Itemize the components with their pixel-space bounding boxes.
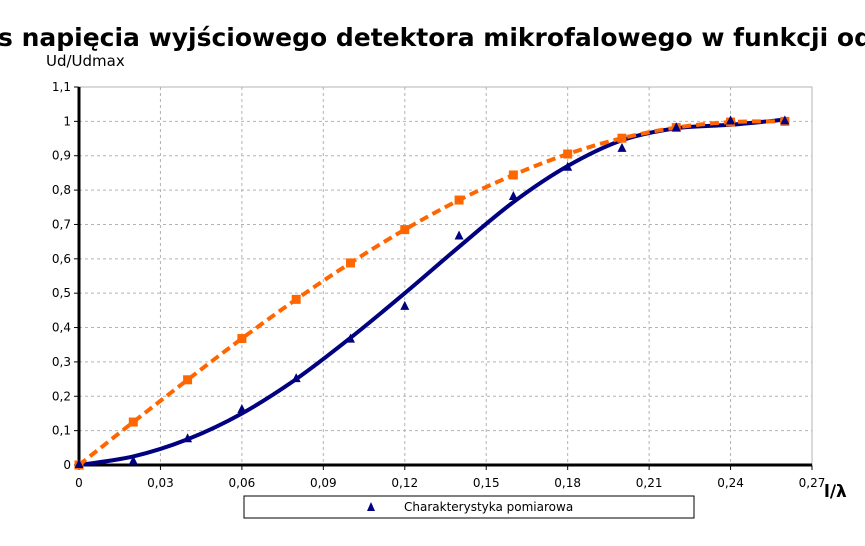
y-tick-label: 0,3 <box>52 355 71 369</box>
square-data-point <box>183 375 193 385</box>
triangle-data-point <box>563 161 573 171</box>
triangle-data-point <box>345 333 355 343</box>
square-data-point <box>128 417 138 427</box>
y-tick-label: 0,7 <box>52 217 71 231</box>
square-data-point <box>508 170 518 180</box>
triangle-data-point <box>726 115 736 125</box>
square-data-point <box>454 195 464 205</box>
x-tick-label: 0,12 <box>391 476 418 490</box>
square-data-point <box>291 294 301 304</box>
triangle-data-point <box>74 459 84 468</box>
x-tick-label: 0,03 <box>147 476 174 490</box>
triangle-data-point <box>508 190 518 200</box>
x-tick-labels: 0 0,03 0,06 0,09 0,12 0,15 0,18 0,21 0,24 0,27 <box>75 476 825 490</box>
legend-label: Charakterystyka pomiarowa <box>404 500 573 514</box>
y-tick-label: 0 <box>63 458 71 472</box>
square-data-point <box>400 225 410 235</box>
square-data-point <box>345 258 355 268</box>
x-tick-label: 0,18 <box>554 476 581 490</box>
y-tick-label: 0,4 <box>52 321 71 335</box>
legend: Charakterystyka pomiarowa <box>243 495 695 519</box>
triangle-data-point <box>128 455 138 465</box>
square-data-point <box>563 149 573 159</box>
x-axis-label: l/λ <box>824 482 847 502</box>
x-tick-label: 0,24 <box>717 476 744 490</box>
y-tick-label: 0,5 <box>52 286 71 300</box>
x-tick-label: 0,15 <box>473 476 500 490</box>
triangle-data-point <box>617 142 627 152</box>
theoretical-curve-line <box>77 119 785 467</box>
x-tick-label: 0,21 <box>636 476 663 490</box>
x-tick-label: 0,09 <box>310 476 337 490</box>
triangle-data-point <box>183 433 193 443</box>
square-data-point <box>237 334 247 344</box>
chart-title: s napięcia wyjściowego detektora mikrofa… <box>0 23 865 52</box>
legend-box <box>243 495 695 519</box>
x-tick-label: 0 <box>75 476 83 490</box>
plot-frame <box>78 86 813 466</box>
y-tick-label: 1 <box>63 114 71 128</box>
series-group <box>74 115 790 470</box>
triangle-data-point <box>454 230 464 240</box>
fit-curve-line <box>78 117 786 467</box>
y-tick-label: 0,1 <box>52 424 71 438</box>
square-data-point <box>617 133 627 143</box>
y-tick-label: 1,1 <box>52 80 71 94</box>
triangle-data-point <box>237 404 247 414</box>
y-axis-label: Ud/Udmax <box>46 52 125 70</box>
grid-lines <box>79 86 813 465</box>
y-tick-label: 0,9 <box>52 149 71 163</box>
triangle-data-point <box>780 115 790 125</box>
y-tick-label: 0,2 <box>52 389 71 403</box>
x-tick-label: 0,06 <box>229 476 256 490</box>
triangle-data-point <box>291 373 301 383</box>
y-tick-label: 0,6 <box>52 252 71 266</box>
y-tick-labels: 0 0,1 0,2 0,3 0,4 0,5 0,6 0,7 0,8 0,9 1 1,1 <box>52 80 71 472</box>
triangle-data-point <box>671 122 681 132</box>
axes <box>74 86 813 470</box>
legend-triangle-marker <box>367 502 375 511</box>
x-tick-label: 0,27 <box>799 476 826 490</box>
y-tick-label: 0,8 <box>52 183 71 197</box>
triangle-data-point <box>400 300 410 310</box>
